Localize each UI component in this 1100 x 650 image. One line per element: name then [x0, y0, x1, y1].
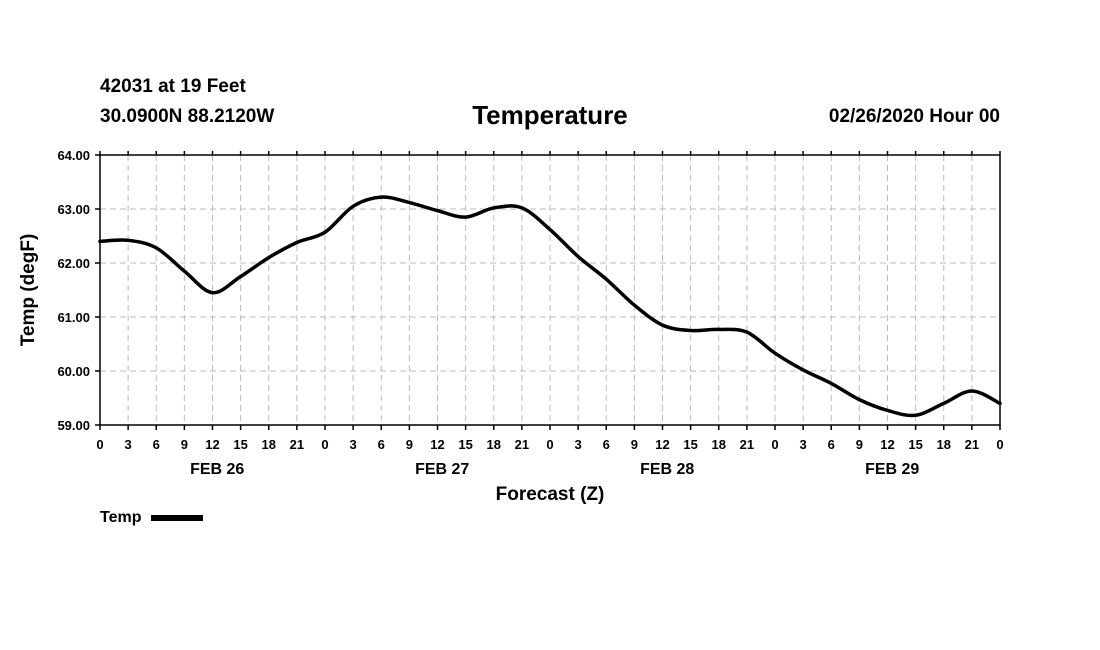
issued-time-label: 02/26/2020 Hour 00: [828, 106, 1000, 127]
x-tick-label: 9: [406, 437, 413, 452]
y-tick-label: 59.00: [57, 418, 90, 433]
y-axis-title: Temp (degF): [18, 234, 39, 347]
x-tick-label: 12: [205, 437, 219, 452]
x-tick-label: 3: [350, 437, 357, 452]
x-tick-label: 21: [965, 437, 979, 452]
grid-lines: [100, 155, 1000, 425]
legend-swatch-temp: [151, 515, 204, 521]
station-label: 42031 at 19 Feet: [100, 76, 246, 97]
x-tick-label: 18: [487, 437, 501, 452]
x-tick-label: 9: [856, 437, 863, 452]
x-tick-label: 21: [515, 437, 529, 452]
x-tick-label: 9: [181, 437, 188, 452]
x-axis: 0 3 6 9 12 15 18 21 0 3 6 9 12 15 18 21 0 3 6 9 12 15 18 21 0 3 6 9…: [96, 151, 1004, 478]
x-tick-label: 0: [546, 437, 553, 452]
coordinates-label: 30.0900N 88.2120W: [100, 106, 275, 127]
x-tick-label: 18: [262, 437, 276, 452]
x-tick-label: 3: [800, 437, 807, 452]
x-tick-label: 6: [153, 437, 160, 452]
y-tick-label: 61.00: [57, 310, 90, 325]
y-tick-label: 63.00: [57, 202, 90, 217]
y-tick-label: 64.00: [57, 148, 90, 163]
legend: Temp: [100, 509, 204, 527]
x-tick-label: 15: [458, 437, 472, 452]
x-tick-label: 15: [233, 437, 247, 452]
x-tick-label: 12: [430, 437, 444, 452]
x-tick-label: 9: [631, 437, 638, 452]
x-tick-label: 0: [996, 437, 1003, 452]
x-tick-label: 0: [321, 437, 328, 452]
x-tick-label: 15: [683, 437, 697, 452]
chart-title: Temperature: [472, 100, 628, 130]
x-axis-title: Forecast (Z): [496, 484, 605, 505]
x-tick-label: 21: [290, 437, 304, 452]
x-tick-label: 21: [740, 437, 754, 452]
x-tick-label: 12: [880, 437, 894, 452]
y-tick-label: 60.00: [57, 364, 90, 379]
day-label: FEB 29: [865, 461, 919, 478]
x-tick-label: 12: [655, 437, 669, 452]
y-axis: 59.00 60.00 61.00 62.00 63.00 64.00: [57, 148, 100, 433]
x-tick-label: 15: [908, 437, 922, 452]
y-tick-label: 62.00: [57, 256, 90, 271]
x-tick-label: 0: [771, 437, 778, 452]
x-tick-label: 18: [712, 437, 726, 452]
x-tick-label: 6: [603, 437, 610, 452]
x-tick-label: 3: [125, 437, 132, 452]
legend-label-temp: Temp: [100, 509, 142, 526]
x-tick-label: 18: [937, 437, 951, 452]
x-tick-label: 6: [378, 437, 385, 452]
day-label: FEB 26: [190, 461, 244, 478]
x-tick-label: 0: [96, 437, 103, 452]
day-label: FEB 27: [415, 461, 469, 478]
day-label: FEB 28: [640, 461, 694, 478]
x-tick-label: 3: [575, 437, 582, 452]
temp-series-line: [98, 195, 1002, 418]
x-tick-label: 6: [828, 437, 835, 452]
